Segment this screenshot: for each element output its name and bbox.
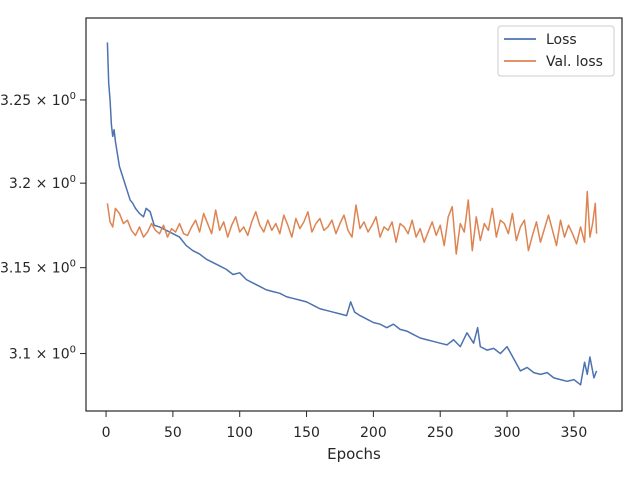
x-tick-label: 250 <box>427 425 454 441</box>
y-tick-label: 3.1 × 100 <box>9 345 76 363</box>
y-axis: 3.1 × 100 3.15 × 100 3.2 × 100 3.25 × 100 <box>0 91 86 363</box>
x-tick-label: 350 <box>561 425 588 441</box>
x-axis-label: Epochs <box>327 445 381 463</box>
plot-area <box>106 42 598 386</box>
x-axis: 0 50 100 150 200 250 300 350 <box>102 411 588 441</box>
x-tick-label: 100 <box>226 425 253 441</box>
y-tick-label: 3.25 × 100 <box>0 91 76 109</box>
x-tick-label: 50 <box>164 425 182 441</box>
legend: Loss Val. loss <box>497 25 615 77</box>
series-line-1 <box>106 42 598 386</box>
x-tick-label: 300 <box>494 425 521 441</box>
x-tick-label: 150 <box>293 425 320 441</box>
x-tick-label: 0 <box>102 425 111 441</box>
legend-label: Val. loss <box>546 54 603 70</box>
y-tick-label: 3.15 × 100 <box>0 259 76 277</box>
legend-label: Loss <box>546 32 577 48</box>
y-tick-label: 3.2 × 100 <box>9 174 76 192</box>
x-tick-label: 200 <box>360 425 387 441</box>
plot-frame <box>85 17 623 412</box>
series-line-2 <box>106 190 598 255</box>
